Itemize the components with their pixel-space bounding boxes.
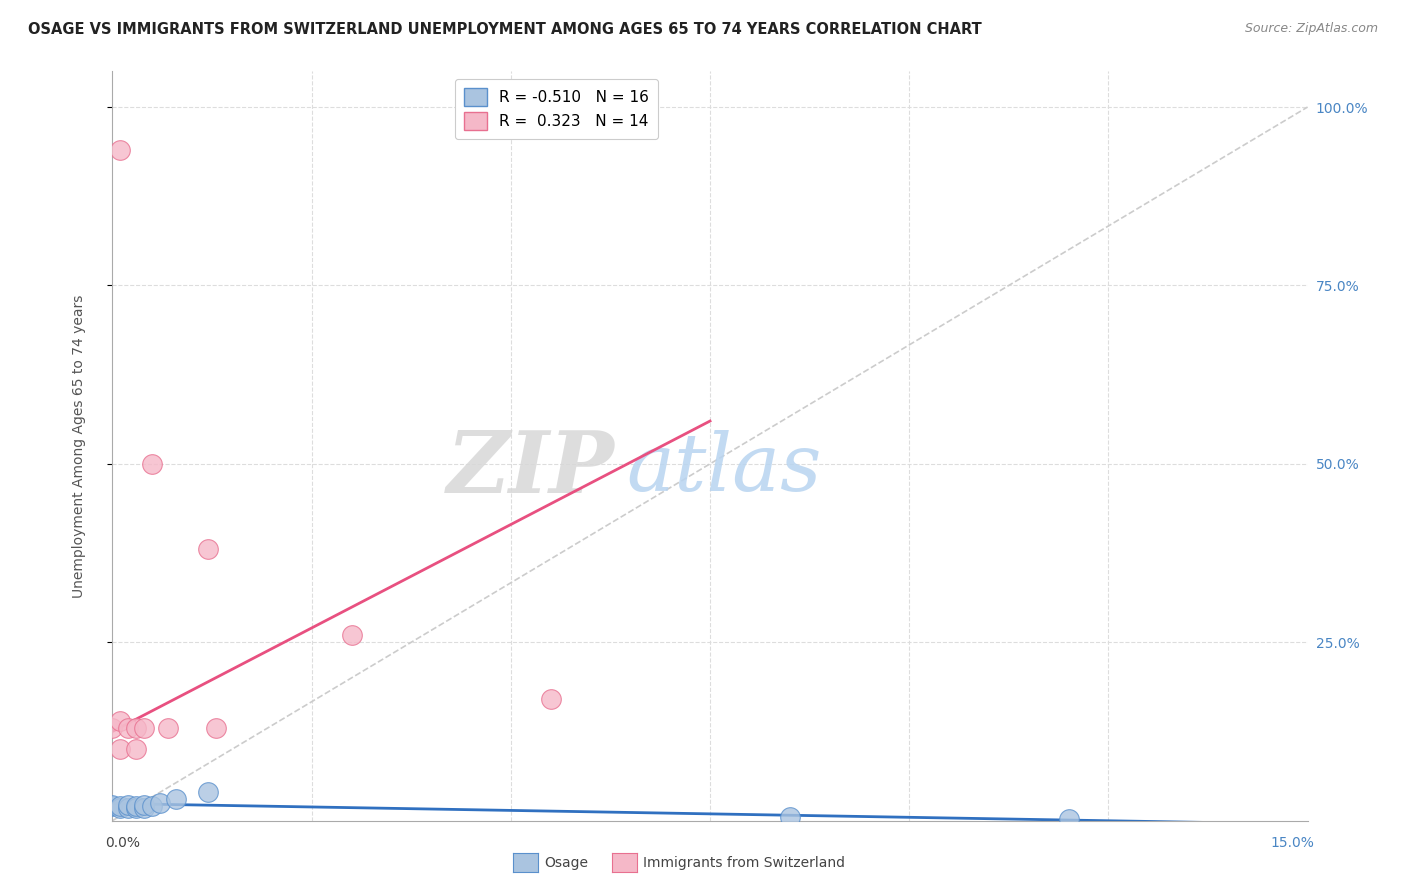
Point <box>157 721 180 735</box>
Point <box>197 785 219 799</box>
Point <box>141 799 163 814</box>
Point <box>110 143 132 157</box>
Point <box>779 810 801 824</box>
Text: 15.0%: 15.0% <box>1271 836 1315 850</box>
Point <box>165 792 187 806</box>
Point <box>110 801 132 815</box>
Text: OSAGE VS IMMIGRANTS FROM SWITZERLAND UNEMPLOYMENT AMONG AGES 65 TO 74 YEARS CORR: OSAGE VS IMMIGRANTS FROM SWITZERLAND UNE… <box>28 22 981 37</box>
Point <box>340 628 363 642</box>
Point <box>110 742 132 756</box>
Point <box>197 542 219 557</box>
Text: Source: ZipAtlas.com: Source: ZipAtlas.com <box>1244 22 1378 36</box>
Point <box>1057 812 1080 826</box>
Point <box>141 457 163 471</box>
Point <box>134 801 156 815</box>
Point <box>540 692 562 706</box>
Legend: R = -0.510   N = 16, R =  0.323   N = 14: R = -0.510 N = 16, R = 0.323 N = 14 <box>454 79 658 139</box>
Point <box>149 796 172 810</box>
Text: Immigrants from Switzerland: Immigrants from Switzerland <box>643 855 845 870</box>
Point <box>117 801 139 815</box>
Point <box>205 721 228 735</box>
Point <box>125 801 148 815</box>
Y-axis label: Unemployment Among Ages 65 to 74 years: Unemployment Among Ages 65 to 74 years <box>72 294 86 598</box>
Point <box>117 797 139 812</box>
Point <box>101 721 124 735</box>
Point <box>101 797 124 812</box>
Point <box>134 721 156 735</box>
Text: 0.0%: 0.0% <box>105 836 141 850</box>
Point <box>101 799 124 814</box>
Text: ZIP: ZIP <box>447 426 614 510</box>
Point <box>110 799 132 814</box>
Text: Osage: Osage <box>544 855 588 870</box>
Point <box>125 799 148 814</box>
Point <box>134 797 156 812</box>
Text: atlas: atlas <box>627 430 821 508</box>
Point <box>117 721 139 735</box>
Point <box>125 721 148 735</box>
Point <box>125 742 148 756</box>
Point <box>110 714 132 728</box>
